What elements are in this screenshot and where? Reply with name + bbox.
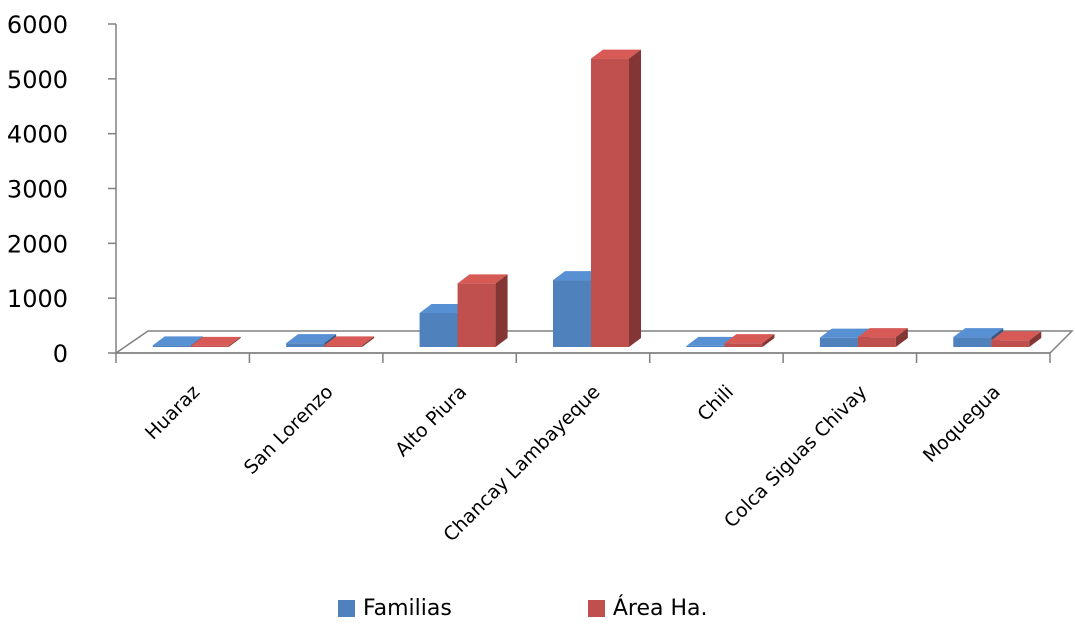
bar-front (553, 280, 591, 347)
legend-item-area: Área Ha. (587, 596, 708, 621)
bar-top (991, 331, 1042, 341)
bar-top (419, 304, 470, 314)
bar-front (152, 345, 191, 347)
bar-top (686, 336, 737, 346)
bar-area (991, 331, 1042, 347)
legend-swatch-area (587, 600, 605, 617)
bar-top (457, 274, 508, 284)
bar-front (286, 343, 325, 347)
bar-area (724, 334, 775, 347)
y-tick-label: 5000 (7, 66, 68, 94)
bar-top (286, 334, 337, 344)
bar-side (895, 328, 908, 347)
bar-area (190, 336, 241, 347)
bar-front (324, 345, 363, 347)
bar-top (591, 49, 641, 59)
bar-area (457, 274, 508, 347)
bar-top (324, 336, 375, 346)
x-category-label: Chili (693, 381, 738, 426)
chart-axes: 0 1000 2000 3000 4000 5000 6000 (7, 11, 1074, 368)
y-tick-label: 3000 (7, 176, 68, 204)
bar-front (819, 337, 858, 347)
legend-label-area: Área Ha. (612, 596, 708, 621)
x-category-label: Moquegua (919, 381, 1005, 467)
legend-item-familias: Familias (338, 596, 452, 621)
bar-front (591, 58, 629, 348)
bar-top (819, 328, 870, 338)
bar-area (591, 49, 641, 348)
y-tick-label: 1000 (7, 285, 68, 313)
bar-front (857, 337, 896, 347)
x-category-label: San Lorenzo (240, 381, 338, 479)
x-category-label: Chancay Lambayeque (439, 381, 604, 546)
bar-top (190, 336, 241, 346)
bar-top (152, 336, 203, 346)
x-category-label: Huaraz (141, 381, 204, 444)
bar-front (991, 340, 1030, 347)
y-tick-label: 6000 (7, 11, 68, 39)
chart-bars (152, 49, 1042, 348)
bar-front (724, 343, 763, 347)
bar-side (629, 49, 641, 348)
bar-area (857, 328, 908, 347)
bar-front (686, 345, 725, 347)
bar-side (1029, 331, 1042, 347)
legend-label-familias: Familias (363, 596, 452, 621)
bar-area (324, 336, 375, 347)
bar-top (553, 271, 603, 281)
bar-front (190, 345, 229, 347)
bar-side (228, 336, 241, 347)
bar-top (953, 328, 1004, 338)
bar-top (857, 328, 908, 338)
x-category-label: Colca Siguas Chivay (720, 381, 871, 532)
y-tick-label: 4000 (7, 121, 68, 149)
bar-side (495, 274, 508, 347)
legend-swatch-familias (338, 600, 355, 617)
bar-side (362, 336, 375, 347)
bar-front (419, 313, 458, 347)
x-category-label: Alto Piura (391, 381, 471, 461)
bar-front (953, 337, 992, 347)
y-tick-label: 0 (53, 340, 68, 368)
legend: Familias Área Ha. (338, 596, 707, 621)
bar-front (457, 283, 496, 347)
y-tick-label: 2000 (7, 230, 68, 258)
bar-side (762, 334, 775, 347)
bar-top (724, 334, 775, 344)
